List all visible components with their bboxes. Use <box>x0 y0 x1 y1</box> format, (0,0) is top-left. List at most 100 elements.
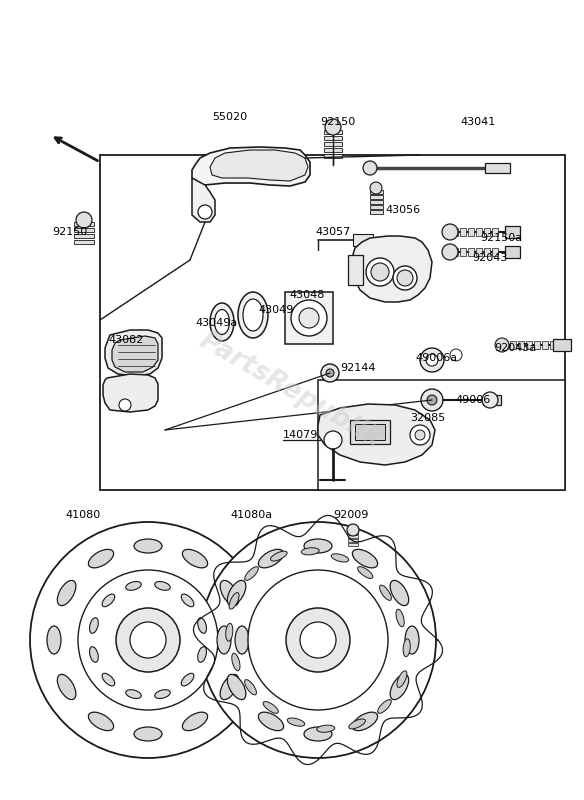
Circle shape <box>198 205 212 219</box>
Circle shape <box>495 338 509 352</box>
Ellipse shape <box>217 626 231 654</box>
Text: 32085: 32085 <box>410 413 445 423</box>
Bar <box>452 228 458 236</box>
Bar <box>553 339 571 351</box>
Circle shape <box>366 258 394 286</box>
Circle shape <box>30 522 266 758</box>
Text: 41080: 41080 <box>65 510 100 520</box>
Text: 43049: 43049 <box>258 305 293 315</box>
Text: 92009: 92009 <box>333 510 369 520</box>
Ellipse shape <box>258 550 284 568</box>
Circle shape <box>291 300 327 336</box>
Ellipse shape <box>229 593 239 609</box>
Ellipse shape <box>331 554 349 562</box>
Ellipse shape <box>89 618 98 634</box>
Ellipse shape <box>47 626 61 654</box>
Circle shape <box>370 182 382 194</box>
Circle shape <box>371 263 389 281</box>
Ellipse shape <box>378 700 391 714</box>
Circle shape <box>427 395 437 405</box>
Ellipse shape <box>349 719 366 729</box>
Bar <box>476 228 482 236</box>
Circle shape <box>363 161 377 175</box>
Ellipse shape <box>126 582 141 590</box>
Polygon shape <box>318 404 435 465</box>
Ellipse shape <box>134 727 162 741</box>
Text: 43049a: 43049a <box>195 318 237 328</box>
Polygon shape <box>192 178 215 222</box>
Ellipse shape <box>220 580 239 606</box>
Circle shape <box>321 364 339 382</box>
Polygon shape <box>192 147 310 186</box>
Ellipse shape <box>181 674 194 686</box>
Ellipse shape <box>198 618 207 634</box>
Ellipse shape <box>304 539 332 553</box>
Ellipse shape <box>243 299 263 331</box>
Bar <box>355 424 385 440</box>
Circle shape <box>78 570 218 710</box>
Bar <box>502 341 508 349</box>
Circle shape <box>393 266 417 290</box>
Bar <box>476 248 482 256</box>
Ellipse shape <box>226 623 233 642</box>
Ellipse shape <box>227 580 246 606</box>
Circle shape <box>426 354 438 366</box>
Ellipse shape <box>102 594 114 606</box>
Polygon shape <box>103 374 158 412</box>
Ellipse shape <box>304 727 332 741</box>
Text: 43048: 43048 <box>289 290 324 300</box>
Ellipse shape <box>396 610 404 626</box>
Bar <box>318 380 565 490</box>
Bar <box>348 535 358 538</box>
Ellipse shape <box>155 582 171 590</box>
Ellipse shape <box>357 566 373 578</box>
Bar <box>492 228 498 236</box>
Ellipse shape <box>270 551 287 561</box>
Circle shape <box>420 348 444 372</box>
Ellipse shape <box>57 674 76 700</box>
Polygon shape <box>352 236 432 302</box>
Bar <box>74 222 94 226</box>
Polygon shape <box>105 330 162 376</box>
Text: 43057: 43057 <box>315 227 350 237</box>
Bar <box>460 248 466 256</box>
Text: 92150: 92150 <box>321 117 356 127</box>
Ellipse shape <box>397 671 407 687</box>
Text: PartsRepublik: PartsRepublik <box>194 327 385 453</box>
Ellipse shape <box>232 654 240 670</box>
Bar <box>505 226 520 238</box>
Ellipse shape <box>214 310 230 334</box>
Ellipse shape <box>390 580 409 606</box>
Ellipse shape <box>238 292 268 338</box>
Circle shape <box>325 119 341 135</box>
Ellipse shape <box>352 550 378 568</box>
Ellipse shape <box>317 725 335 732</box>
Ellipse shape <box>380 585 391 600</box>
Circle shape <box>300 622 336 658</box>
Bar <box>492 248 498 256</box>
Ellipse shape <box>263 702 279 714</box>
Ellipse shape <box>181 594 194 606</box>
Bar <box>74 240 94 244</box>
Polygon shape <box>210 150 308 181</box>
Ellipse shape <box>102 674 114 686</box>
Circle shape <box>200 522 436 758</box>
Circle shape <box>130 622 166 658</box>
Circle shape <box>482 392 498 408</box>
Bar <box>534 341 540 349</box>
Circle shape <box>324 431 342 449</box>
Ellipse shape <box>155 690 171 698</box>
Ellipse shape <box>198 646 207 662</box>
Circle shape <box>326 369 334 377</box>
Bar <box>370 200 383 204</box>
Text: 92043: 92043 <box>472 253 507 263</box>
Circle shape <box>442 224 458 240</box>
Bar <box>542 341 548 349</box>
Bar <box>452 248 458 256</box>
Circle shape <box>76 212 92 228</box>
Circle shape <box>415 430 425 440</box>
Ellipse shape <box>126 690 141 698</box>
Bar <box>485 163 510 173</box>
Bar <box>74 228 94 232</box>
Circle shape <box>116 608 180 672</box>
